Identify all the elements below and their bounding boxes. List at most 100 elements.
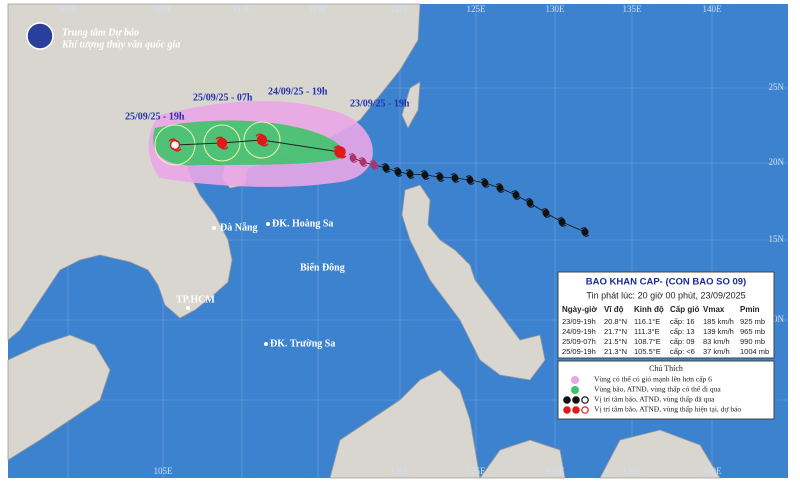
lon-label: 130E [546,4,566,14]
table-cell: 23/09-19h [562,317,596,326]
forecast-time: 25/09/25 - 07h [193,92,253,103]
track-swirl [393,167,403,177]
lon-label: 130E [546,466,566,476]
table-cell: 25/09-19h [562,347,596,356]
lon-label: 115E [309,4,328,14]
org-line2: Khí tượng thủy văn quốc gia [61,39,180,50]
lon-label: 125E [467,4,487,14]
track-swirl [580,227,590,237]
track-swirl [369,160,379,170]
lon-label: 135E [623,466,643,476]
forecast-circles [154,121,281,166]
lon-label: 105E [154,466,174,476]
legend-swatch [572,396,580,404]
track-swirl [541,208,551,218]
legend-swatch [572,406,580,414]
lon-label: 125E [467,466,487,476]
track-point [542,209,550,217]
legend-swatch [571,386,579,394]
place-dot [266,222,270,226]
table-cell: 105.5°E [634,347,661,356]
column-header: Ngày-giờ [562,305,597,314]
forecast-time: 23/09/25 - 19h [350,98,410,109]
track-swirl [465,175,475,185]
column-header: Cấp gió [670,305,699,314]
land [7,3,721,479]
table-cell: 111.3°E [634,327,660,336]
borneo [329,369,481,479]
lon-label: 140E [703,466,723,476]
legend-label: Vùng bão, ATNĐ, vùng thấp có thể đi qua [594,385,721,394]
legend-swatch [563,396,571,404]
legend-title: Chú Thích [649,364,683,373]
lat-label: 10N [769,314,785,324]
track-point [481,179,489,187]
storm-swirl [255,133,269,147]
storm-center [334,146,346,158]
bulletin-table: Ngày-giờ Vĩ độ Kinh độ Cấp gió Vmax Pmin 23/09… [562,305,769,356]
legend-swatch [563,406,571,414]
track-swirl [405,169,415,179]
storm-center [256,134,268,146]
table-cell: cấp: 13 [670,327,695,336]
track-swirl [480,178,490,188]
legend-label: Vị trí tâm bão, ATNĐ, vùng thấp đã qua [594,395,715,404]
track-point [406,170,414,178]
place-dot [186,306,190,310]
place-name: Đà Nẵng [220,222,258,233]
bulletin-issued: Tin phát lúc: 20 giờ 00 phút, 23/09/2025 [586,290,745,300]
track-point [394,168,402,176]
table-cell: 21.3°N [604,347,627,356]
lat-label: 15N [769,234,785,244]
circle [243,121,281,159]
place-dot [212,226,216,230]
place-name: Biển Đông [300,262,345,273]
track-swirl [511,190,521,200]
labels: 100E 105E 110E 115E 120E 125E 130E 135E 140E 105E… [59,4,785,476]
column-header: Kinh độ [634,305,664,314]
lon-label: 105E [154,4,174,14]
column-header: Vmax [703,305,725,314]
storm-center [216,137,228,149]
table-cell: 37 km/h [703,347,730,356]
track-point [382,164,390,172]
forecast-time: 24/09/25 - 19h [268,86,328,97]
logo [26,22,54,50]
past-track [168,133,590,237]
circle [154,124,196,166]
place-name: TP.HCM [176,294,215,305]
table-cell: 83 km/h [703,337,730,346]
place-name: ĐK. Hoàng Sa [272,218,333,229]
storm-area [153,120,344,166]
legend-swatch [581,406,589,414]
lon-label: 120E [391,4,411,14]
table-cell: 21.7°N [604,327,627,336]
table-cell: 116.1°E [634,317,660,326]
track-swirl [435,172,445,182]
track-point [370,161,378,169]
storm-center [169,139,181,151]
lon-label: 100E [59,4,79,14]
track-point [349,154,357,162]
track-swirl [358,157,368,167]
track-point [581,228,589,236]
track-point [512,191,520,199]
circle [203,124,241,162]
column-header: Vĩ độ [604,305,624,314]
legend-swatch [571,376,579,384]
legend-items: Vùng có thể có gió mạnh lên hơn cấp 6Vùn… [563,375,741,414]
bulletin-box [557,271,775,359]
table-cell: 24/09-19h [562,327,596,336]
new-guinea [599,429,721,479]
table-cell: 25/09-07h [562,337,596,346]
track-swirl [381,163,391,173]
table-cell: 965 mb [740,327,765,336]
track-point [558,218,566,226]
table-cell: cấp: 09 [670,337,695,346]
track-point [466,176,474,184]
table-cell: cấp: 16 [670,317,695,326]
track-swirl [450,173,460,183]
table-cell: cấp: <6 [670,347,695,356]
org-line1: Trung tâm Dự báo [62,27,139,38]
